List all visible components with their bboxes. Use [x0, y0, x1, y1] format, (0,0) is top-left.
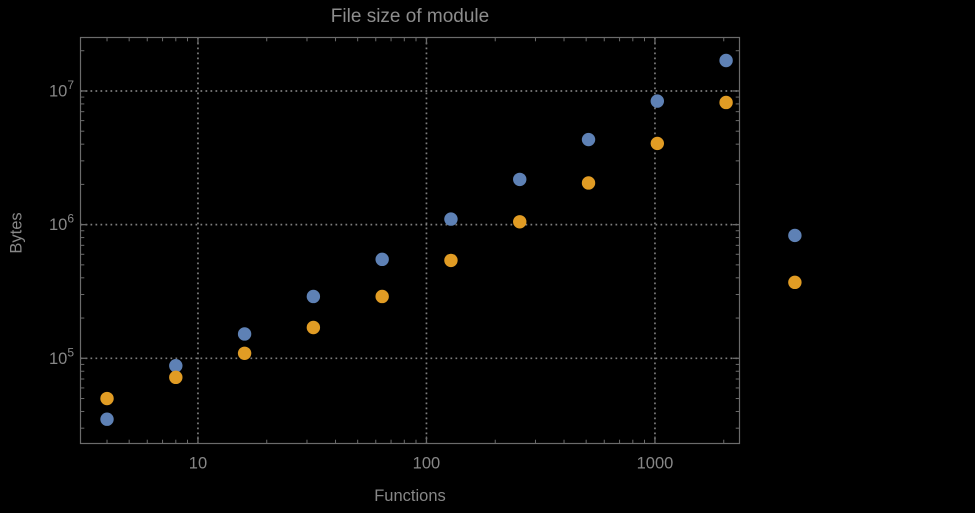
x-tick-label: 100	[413, 455, 441, 473]
data-point-series-orange	[513, 215, 527, 229]
data-point-series-blue	[100, 412, 114, 426]
data-point-series-blue	[581, 132, 596, 147]
data-point-series-blue	[650, 94, 665, 108]
data-point-series-blue	[169, 359, 183, 373]
data-point-series-orange	[719, 95, 733, 110]
data-point-series-orange	[788, 275, 802, 290]
data-point-series-orange	[444, 253, 458, 268]
data-point-series-blue	[719, 53, 733, 68]
y-tick-label: 107	[49, 78, 74, 101]
y-tick-label: 106	[49, 212, 74, 235]
data-point-series-orange	[169, 370, 183, 385]
data-point-series-blue	[788, 228, 802, 243]
data-point-series-orange	[375, 289, 389, 304]
chart-title: File size of module	[330, 6, 490, 27]
data-point-series-orange	[237, 346, 252, 360]
data-point-series-orange	[650, 136, 665, 151]
x-axis-label: Functions	[374, 487, 446, 505]
data-point-series-orange	[100, 391, 114, 406]
x-tick-label: 10	[189, 455, 207, 473]
y-axis-label: Bytes	[7, 212, 26, 254]
data-point-series-blue	[444, 212, 458, 226]
data-point-series-blue	[237, 327, 252, 341]
data-point-series-blue	[306, 289, 321, 304]
x-tick-label: 1000	[637, 455, 674, 473]
data-point-series-orange	[581, 176, 596, 190]
data-point-series-orange	[306, 320, 321, 335]
y-tick-label: 105	[49, 345, 74, 368]
data-point-series-blue	[513, 172, 527, 187]
plot-frame	[79, 36, 741, 445]
data-point-series-blue	[375, 252, 389, 267]
